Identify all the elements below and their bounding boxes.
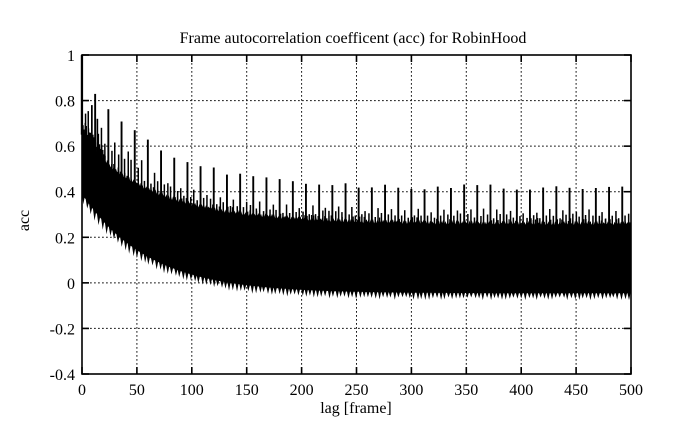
svg-text:0: 0 [67,276,75,293]
svg-text:0.6: 0.6 [55,139,75,156]
svg-text:300: 300 [399,382,423,399]
svg-text:0: 0 [78,382,86,399]
svg-text:100: 100 [180,382,204,399]
svg-text:-0.4: -0.4 [50,367,75,384]
svg-text:0.2: 0.2 [55,230,75,247]
svg-text:acc: acc [16,210,33,231]
svg-text:150: 150 [235,382,259,399]
svg-text:0.4: 0.4 [55,185,75,202]
svg-text:350: 350 [454,382,478,399]
svg-text:Frame autocorrelation coeffice: Frame autocorrelation coefficent (acc) f… [180,30,527,47]
svg-text:200: 200 [290,382,314,399]
svg-text:-0.2: -0.2 [50,321,75,338]
svg-text:400: 400 [509,382,533,399]
svg-text:500: 500 [619,382,643,399]
svg-text:450: 450 [564,382,588,399]
svg-text:lag [frame]: lag [frame] [320,400,392,417]
svg-text:50: 50 [129,382,145,399]
svg-text:0.8: 0.8 [55,94,75,111]
svg-text:250: 250 [345,382,369,399]
svg-text:1: 1 [67,48,75,65]
